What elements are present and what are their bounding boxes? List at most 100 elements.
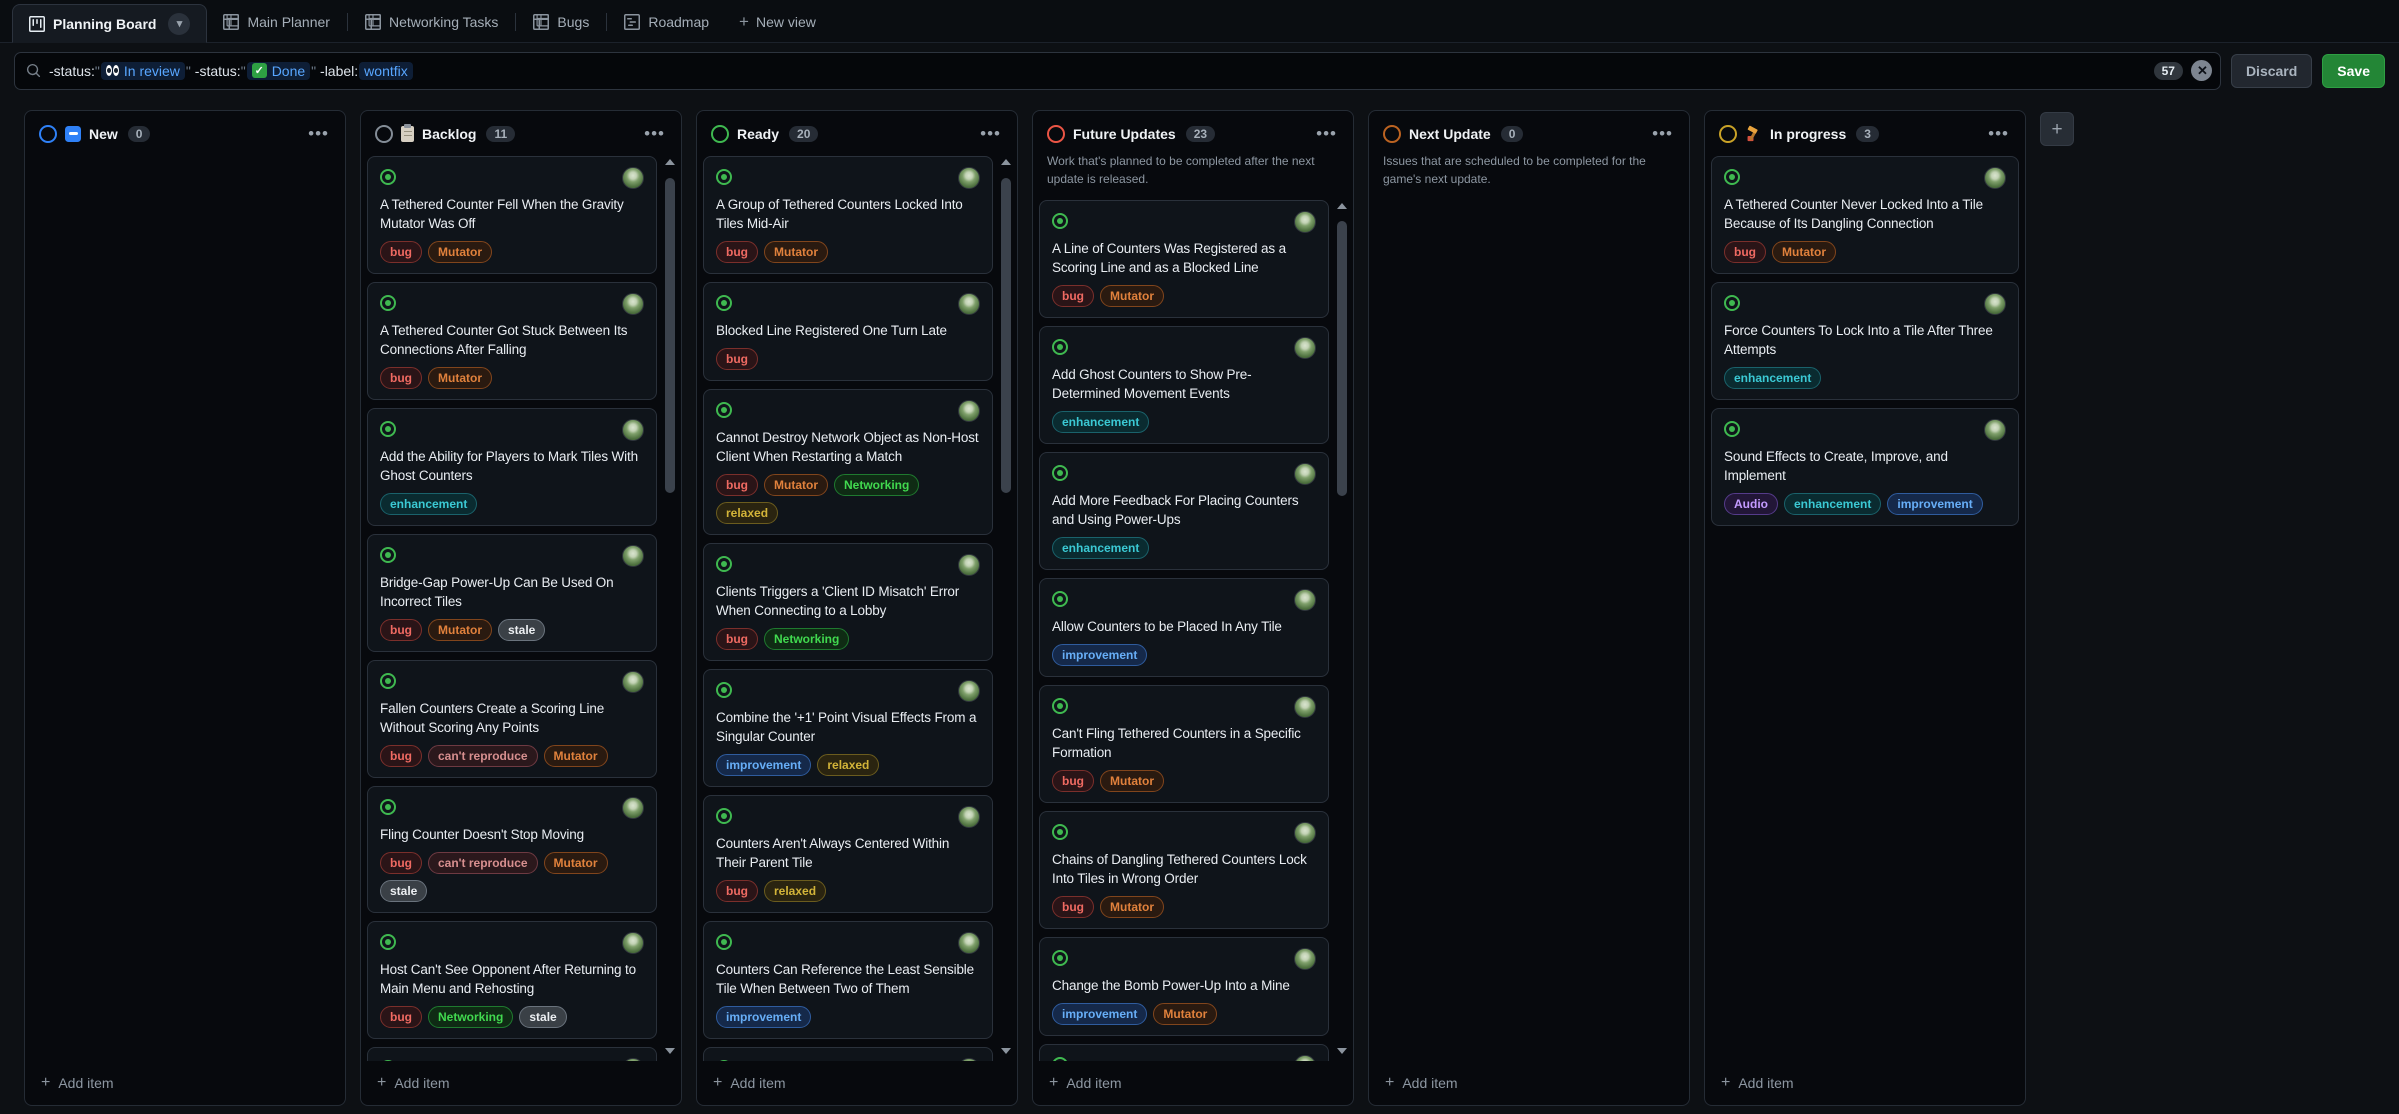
- scroll-up-arrow[interactable]: [665, 159, 675, 165]
- card[interactable]: Blocked Line Registered One Turn Late bug: [703, 282, 993, 381]
- card[interactable]: Error: Restarting a Match While Awaiting…: [1039, 1044, 1329, 1061]
- filter-input[interactable]: -status: " In review " -status: " ✓ Done " -lab…: [14, 51, 2221, 90]
- save-button[interactable]: Save: [2322, 53, 2385, 88]
- label-enhancement: enhancement: [380, 493, 478, 515]
- card-top-row: [380, 545, 644, 569]
- open-issue-icon: [1724, 295, 1740, 311]
- add-item-button[interactable]: + Add item: [1369, 1061, 1689, 1105]
- scroll-up-arrow[interactable]: [1337, 203, 1347, 209]
- new-view-button[interactable]: + New view: [725, 1, 830, 42]
- scrollbar-track[interactable]: [665, 169, 675, 1044]
- card[interactable]: Counters Can Reference the Least Sensibl…: [703, 921, 993, 1039]
- card[interactable]: Counters Aren't Always Centered Within T…: [703, 795, 993, 913]
- card[interactable]: Allow Counters to be Placed In Any Tile i…: [1039, 578, 1329, 677]
- card[interactable]: Fling Counter Doesn't Stop Moving bug can'…: [367, 786, 657, 913]
- add-item-label: Add item: [730, 1075, 786, 1091]
- discard-button[interactable]: Discard: [2230, 53, 2313, 88]
- view-tab-bugs[interactable]: Bugs: [517, 1, 605, 42]
- card[interactable]: Combine the '+1' Point Visual Effects Fr…: [703, 669, 993, 787]
- scrollbar-track[interactable]: [1001, 169, 1011, 1044]
- card-title: Combine the '+1' Point Visual Effects Fr…: [716, 710, 977, 744]
- card-labels: enhancement: [1052, 411, 1316, 433]
- label-improvement: improvement: [1887, 493, 1983, 515]
- card-top-row: [1052, 948, 1316, 972]
- column-scrollbar[interactable]: [999, 156, 1013, 1057]
- card[interactable]: A Line of Counters Was Registered as a S…: [1039, 200, 1329, 318]
- column-status-ring-icon: [1047, 124, 1065, 143]
- card[interactable]: Bridge-Gap Power-Up Can Be Used On Incor…: [367, 534, 657, 652]
- add-item-button[interactable]: + Add item: [1705, 1061, 2025, 1105]
- scrollbar-thumb[interactable]: [1337, 221, 1347, 496]
- clipboard-emoji: [401, 123, 414, 142]
- view-tab-roadmap[interactable]: Roadmap: [608, 1, 725, 42]
- roadmap-icon: [624, 13, 641, 30]
- add-item-button[interactable]: + Add item: [1033, 1061, 1353, 1105]
- card[interactable]: Counters Sometimes Teleport Higher Up th…: [703, 1047, 993, 1061]
- scroll-down-arrow[interactable]: [1337, 1048, 1347, 1054]
- project-board-icon: [29, 15, 45, 32]
- open-issue-icon: [380, 934, 396, 950]
- assignee-avatar: [1294, 463, 1316, 485]
- result-count-badge: 57: [2153, 61, 2183, 80]
- column-header: Next Update 0 •••: [1369, 111, 1689, 152]
- card[interactable]: Improve the Lobby ScreenimprovementNetwo…: [367, 1047, 657, 1061]
- card[interactable]: Cannot Destroy Network Object as Non-Hos…: [703, 389, 993, 535]
- card[interactable]: Clients Triggers a 'Client ID Misatch' E…: [703, 543, 993, 661]
- card[interactable]: Add More Feedback For Placing Counters a…: [1039, 452, 1329, 570]
- label-bug: bug: [716, 241, 758, 263]
- add-item-button[interactable]: + Add item: [697, 1061, 1017, 1105]
- card[interactable]: Change the Bomb Power-Up Into a Mine impr…: [1039, 937, 1329, 1036]
- column-scrollbar[interactable]: [663, 156, 677, 1057]
- column-menu-button[interactable]: •••: [1646, 123, 1679, 144]
- column-count-badge: 0: [127, 125, 151, 142]
- card[interactable]: Add the Ability for Players to Mark Tile…: [367, 408, 657, 526]
- column-menu-button[interactable]: •••: [638, 123, 671, 144]
- card-labels: bug Mutator: [1724, 241, 2006, 263]
- card-labels: bug Mutator: [1052, 896, 1316, 918]
- scrollbar-thumb[interactable]: [1001, 177, 1011, 493]
- card[interactable]: Add Ghost Counters to Show Pre-Determine…: [1039, 326, 1329, 444]
- scrollbar-thumb[interactable]: [665, 177, 675, 493]
- card[interactable]: A Tethered Counter Got Stuck Between Its…: [367, 282, 657, 400]
- card-top-row: [1724, 167, 2006, 191]
- card-top-row: [380, 797, 644, 821]
- card[interactable]: Sound Effects to Create, Improve, and Im…: [1711, 408, 2019, 526]
- label-bug: bug: [1724, 241, 1766, 263]
- scroll-up-arrow[interactable]: [1001, 159, 1011, 165]
- card[interactable]: Fallen Counters Create a Scoring Line Wi…: [367, 660, 657, 778]
- view-tab-main-planner[interactable]: Main Planner: [207, 1, 346, 42]
- label-bug: bug: [716, 628, 758, 650]
- view-tab-planning-board[interactable]: Planning Board ▾: [12, 4, 208, 43]
- open-issue-icon: [380, 295, 396, 311]
- tab-options-caret-button[interactable]: ▾: [168, 12, 191, 35]
- card[interactable]: Can't Fling Tethered Counters in a Speci…: [1039, 685, 1329, 803]
- open-issue-icon: [1052, 591, 1068, 607]
- card[interactable]: A Tethered Counter Never Locked Into a T…: [1711, 156, 2019, 274]
- assignee-avatar: [622, 671, 644, 693]
- card[interactable]: Chains of Dangling Tethered Counters Loc…: [1039, 811, 1329, 929]
- view-tab-networking-tasks[interactable]: Networking Tasks: [349, 1, 514, 42]
- column-title: New: [89, 125, 118, 142]
- card[interactable]: A Tethered Counter Fell When the Gravity…: [367, 156, 657, 274]
- scroll-down-arrow[interactable]: [665, 1048, 675, 1054]
- label-improvement: improvement: [716, 754, 812, 776]
- scrollbar-track[interactable]: [1337, 213, 1347, 1044]
- column-menu-button[interactable]: •••: [1982, 123, 2015, 144]
- card[interactable]: Force Counters To Lock Into a Tile After…: [1711, 282, 2019, 400]
- column-scrollbar[interactable]: [1335, 200, 1349, 1057]
- label-bug: bug: [1052, 770, 1094, 792]
- clear-filter-button[interactable]: ✕: [2190, 60, 2212, 81]
- card[interactable]: Host Can't See Opponent After Returning …: [367, 921, 657, 1039]
- add-column-button[interactable]: +: [2040, 112, 2074, 146]
- filter-segment: ": [185, 62, 191, 79]
- column-menu-button[interactable]: •••: [974, 123, 1007, 144]
- card[interactable]: A Group of Tethered Counters Locked Into…: [703, 156, 993, 274]
- open-issue-icon: [1052, 698, 1068, 714]
- column-menu-button[interactable]: •••: [302, 123, 335, 144]
- add-item-button[interactable]: + Add item: [361, 1061, 681, 1105]
- open-issue-icon: [380, 169, 396, 185]
- label-stale: stale: [380, 880, 428, 902]
- column-menu-button[interactable]: •••: [1310, 123, 1343, 144]
- scroll-down-arrow[interactable]: [1001, 1048, 1011, 1054]
- add-item-button[interactable]: + Add item: [25, 1061, 345, 1105]
